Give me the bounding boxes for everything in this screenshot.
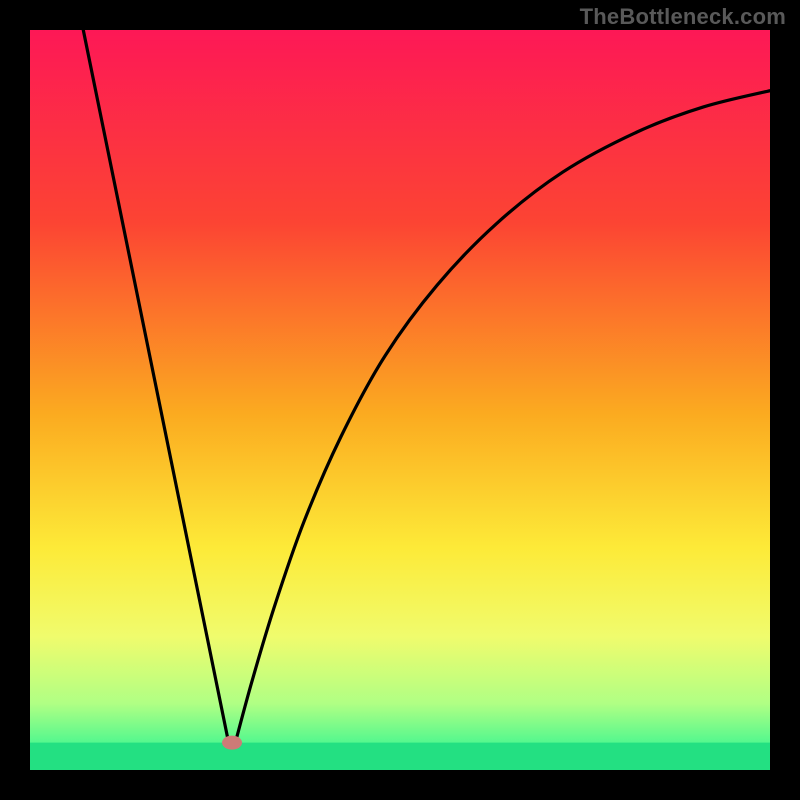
chart-svg [0, 0, 800, 800]
chart-bottom-band [30, 743, 770, 770]
minimum-marker [222, 736, 242, 750]
bottleneck-chart: TheBottleneck.com [0, 0, 800, 800]
chart-gradient-bg [30, 30, 770, 770]
